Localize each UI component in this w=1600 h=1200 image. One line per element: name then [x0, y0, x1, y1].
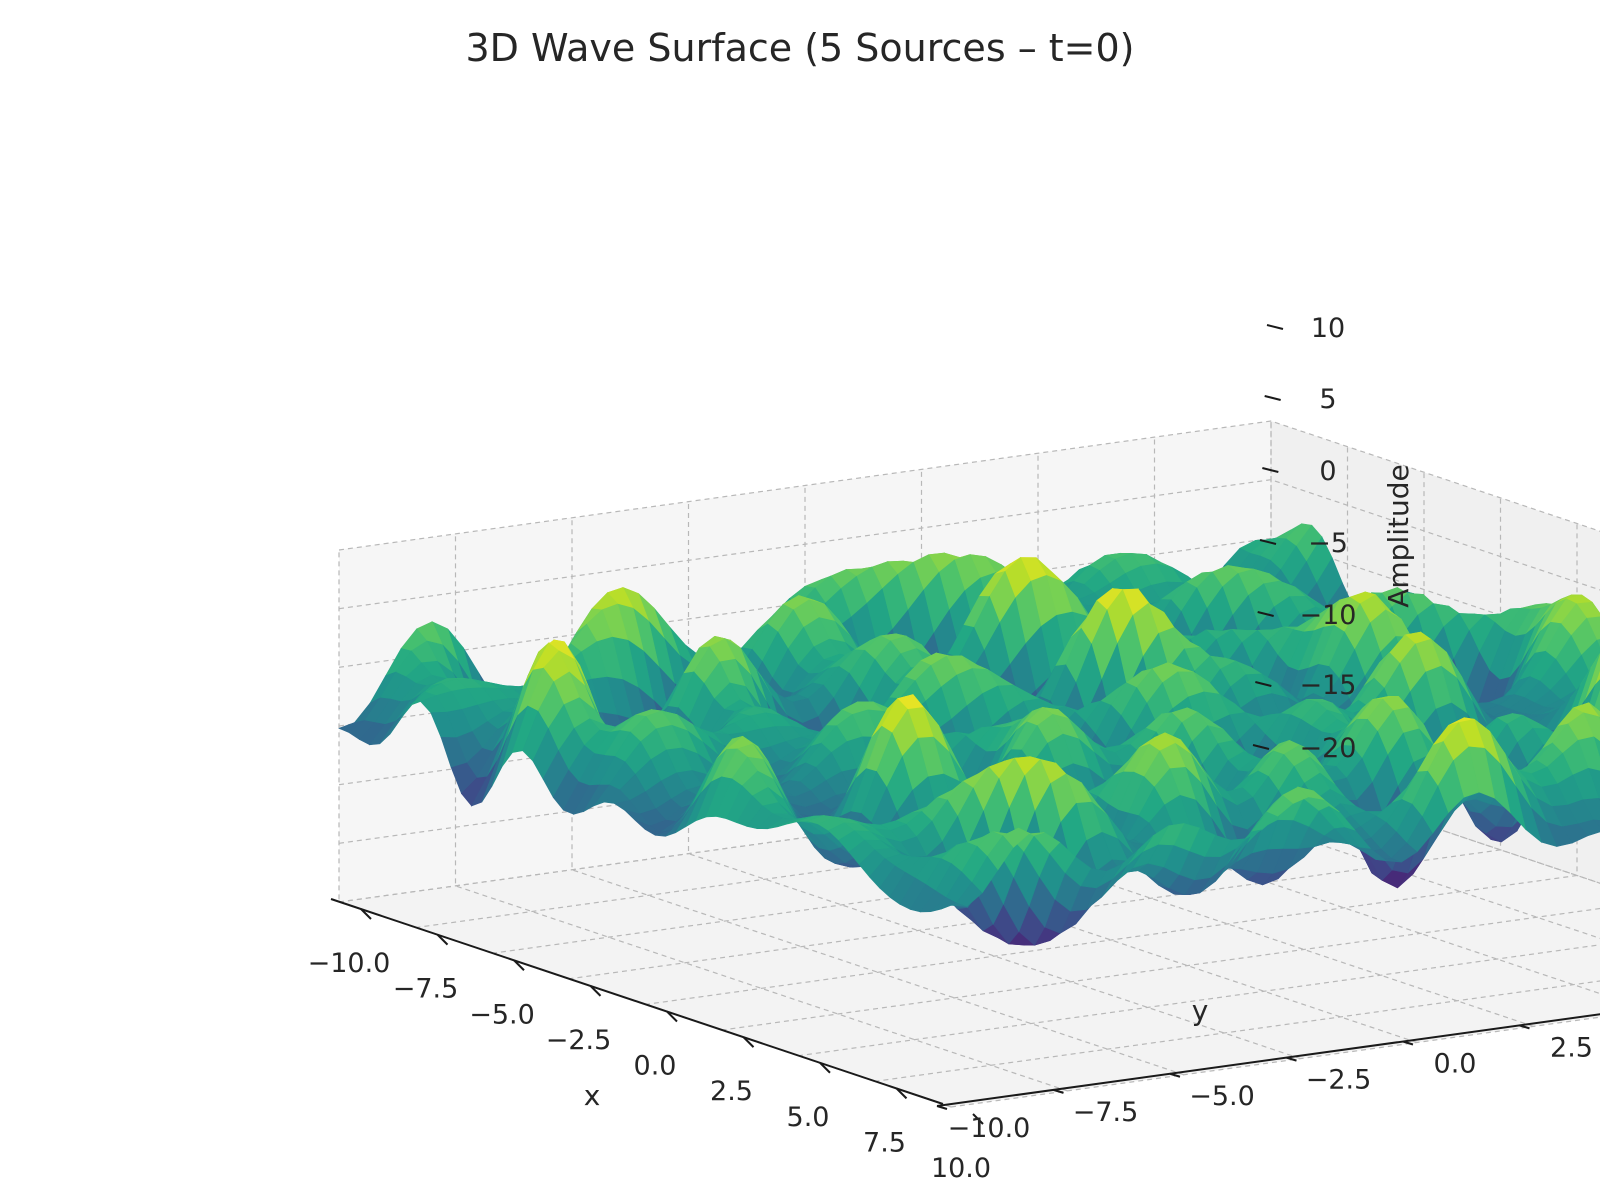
x-tick-mark — [360, 908, 372, 920]
x-tick-mark — [972, 1113, 984, 1125]
y-tick-mark — [936, 1105, 948, 1110]
y-tick-mark — [1519, 1024, 1530, 1030]
y-tick-label: 2.5 — [1550, 1032, 1593, 1063]
x-tick-label: 10.0 — [931, 1153, 991, 1184]
x-tick-mark — [666, 1010, 678, 1023]
y-tick-mark — [1286, 1056, 1297, 1062]
z-tick-mark — [1257, 611, 1274, 617]
y-tick-label: −5.0 — [1189, 1081, 1255, 1112]
axes — [330, 324, 1600, 1125]
z-tick-label: 10 — [1311, 313, 1345, 344]
z-tick-label: −5 — [1308, 528, 1348, 559]
y-axis-label: y — [1192, 994, 1209, 1027]
x-tick-mark — [895, 1087, 908, 1100]
z-tick-label: 5 — [1319, 384, 1336, 415]
x-axis-label: x — [584, 1079, 601, 1112]
tick-labels: −10.0−7.5−5.0−2.50.02.55.07.510.0−10.0−7… — [308, 313, 1593, 1184]
z-tick-label: −15 — [1300, 670, 1357, 701]
grid-line — [338, 537, 1600, 668]
y-tick-label: −7.5 — [1073, 1097, 1139, 1128]
z-tick-mark — [1264, 395, 1281, 401]
x-tick-label: −10.0 — [308, 948, 391, 979]
surface-facet — [940, 902, 967, 910]
y-tick-mark — [1169, 1072, 1181, 1078]
x-tick-mark — [819, 1062, 831, 1074]
x-tick-label: −7.5 — [393, 974, 459, 1005]
z-tick-mark — [1255, 681, 1272, 687]
z-tick-label: 0 — [1319, 456, 1336, 487]
x-tick-mark — [513, 959, 525, 971]
x-tick-mark — [589, 985, 602, 997]
x-tick-label: −2.5 — [546, 1025, 612, 1056]
chart-title: 3D Wave Surface (5 Sources – t=0) — [465, 26, 1135, 70]
z-tick-mark — [1252, 744, 1270, 750]
x-tick-mark — [436, 933, 449, 946]
y-tick-label: −2.5 — [1306, 1065, 1372, 1096]
x-tick-label: −5.0 — [469, 999, 535, 1030]
x-axis-line — [330, 898, 944, 1105]
grid-line — [338, 420, 1600, 551]
x-tick-label: 7.5 — [863, 1127, 906, 1158]
z-tick-label: −20 — [1300, 733, 1357, 764]
x-tick-label: 2.5 — [710, 1076, 753, 1107]
x-tick-label: 5.0 — [787, 1102, 830, 1133]
y-tick-label: −10.0 — [948, 1113, 1031, 1144]
y-tick-label: 0.0 — [1434, 1049, 1477, 1080]
y-tick-mark — [1402, 1040, 1414, 1046]
z-tick-label: −10 — [1300, 600, 1357, 631]
z-tick-mark — [1262, 467, 1279, 473]
x-tick-mark — [742, 1036, 755, 1048]
grid-line — [338, 479, 1600, 610]
wave-surface — [338, 523, 1600, 946]
x-tick-label: 0.0 — [634, 1051, 677, 1082]
y-tick-mark — [1053, 1088, 1064, 1094]
z-axis-label: Amplitude — [1382, 464, 1415, 608]
z-tick-mark — [1259, 539, 1277, 545]
z-tick-mark — [1266, 324, 1284, 330]
